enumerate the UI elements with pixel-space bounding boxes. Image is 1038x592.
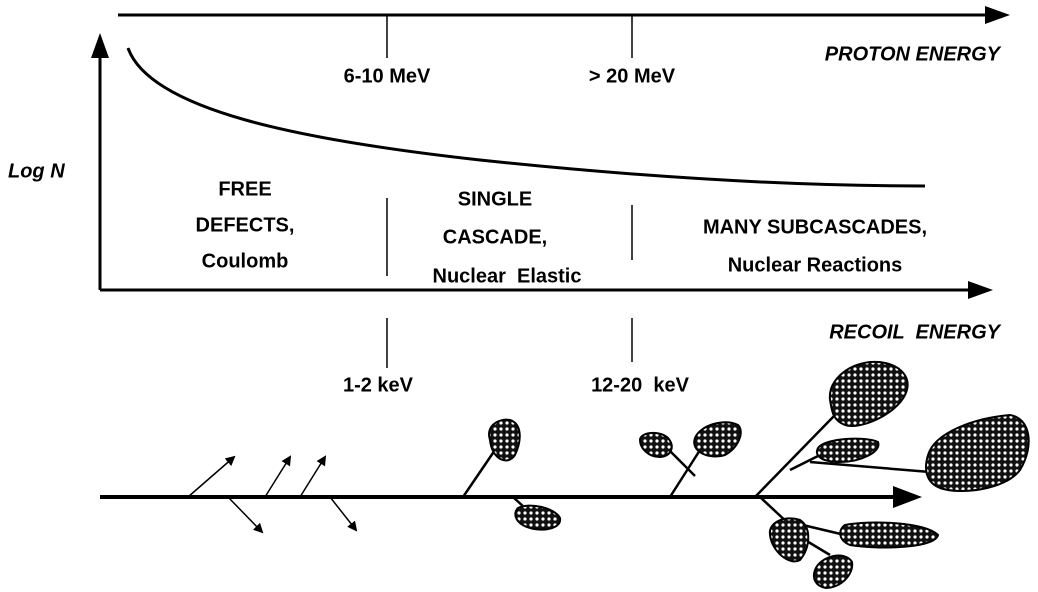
region-text: CASCADE, [443, 226, 547, 248]
axis-label: PROTON ENERGY [825, 43, 1002, 65]
axis-label: Log N [8, 160, 65, 182]
proton-axis: PROTON ENERGY 6-10 MeV > 20 MeV [118, 6, 1010, 87]
region-text: FREE [218, 178, 271, 200]
curve [126, 47, 926, 188]
region-text: Nuclear Elastic [433, 265, 582, 287]
threshold-label: 1-2 keV [343, 374, 414, 396]
axis-label: RECOIL ENERGY [829, 321, 1001, 343]
region-text: Coulomb [202, 250, 289, 272]
region-text: SINGLE [458, 188, 532, 210]
recoil-axis: RECOIL ENERGY 1-2 keV 12-20 keV [343, 318, 1002, 396]
regions: FREE DEFECTS, Coulomb SINGLE CASCADE, Nu… [196, 178, 928, 287]
region-text: MANY SUBCASCADES, [703, 216, 927, 238]
threshold-label: 6-10 MeV [344, 65, 431, 87]
threshold-label: 12-20 keV [591, 374, 690, 396]
threshold-label: > 20 MeV [589, 65, 676, 87]
plot-axes: Log N [8, 33, 993, 299]
region-text: DEFECTS, [196, 214, 295, 236]
region-text: Nuclear Reactions [728, 254, 903, 276]
track-illustration [100, 360, 1030, 590]
